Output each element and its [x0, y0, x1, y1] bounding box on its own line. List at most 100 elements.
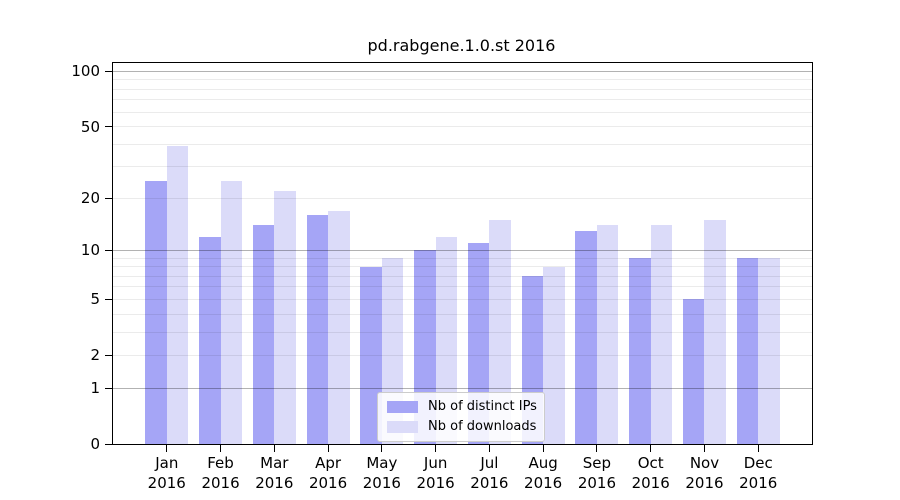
x-tick-month: Feb [207, 454, 234, 472]
x-tick-label-may: May 2016 [350, 453, 414, 493]
gridline-minor-40 [113, 143, 812, 145]
gridline-minor-7 [113, 275, 812, 277]
bar-distinct-ips-feb [199, 236, 221, 444]
x-tick-month: Jan [155, 454, 179, 472]
y-tick-5 [105, 298, 112, 300]
x-tick-month: Oct [637, 454, 664, 472]
gridline-major-1 [113, 387, 812, 389]
gridline-minor-5 [113, 298, 812, 300]
gridline-major-100 [113, 70, 812, 72]
x-tick-label-sep: Sep 2016 [565, 453, 629, 493]
gridline-minor-6 [113, 286, 812, 288]
x-tick-year: 2016 [685, 474, 724, 492]
gridline-minor-50 [113, 126, 812, 128]
x-tick-jun [435, 445, 437, 452]
x-tick-year: 2016 [416, 474, 455, 492]
y-tick-label-10: 10 [80, 241, 100, 260]
bar-distinct-ips-dec [736, 258, 759, 444]
grid-layer [113, 63, 812, 444]
gridline-minor-4 [113, 313, 812, 315]
x-tick-year: 2016 [201, 474, 240, 492]
y-tick-label-2: 2 [90, 346, 100, 365]
bar-distinct-ips-oct [629, 258, 651, 444]
x-tick-aug [542, 445, 544, 452]
x-tick-mar [273, 445, 275, 452]
y-tick-label-0: 0 [90, 435, 100, 453]
chart-title: pd.rabgene.1.0.st 2016 [367, 36, 556, 55]
x-tick-label-dec: Dec 2016 [726, 453, 790, 493]
x-tick-month: Aug [528, 454, 558, 472]
y-tick-100 [105, 70, 112, 72]
bar-downloads-nov [704, 220, 726, 444]
gridline-minor-90 [113, 79, 812, 81]
x-tick-label-aug: Aug 2016 [511, 453, 575, 493]
gridline-minor-30 [113, 166, 812, 168]
x-tick-month: Jul [480, 454, 499, 472]
gridline-minor-20 [113, 197, 812, 199]
gridline-minor-3 [113, 331, 812, 333]
x-tick-month: Sep [582, 454, 612, 472]
bar-downloads-sep [596, 225, 619, 444]
bar-downloads-oct [650, 225, 673, 444]
legend-swatch-downloads [387, 420, 418, 433]
bar-distinct-ips-nov [682, 299, 705, 444]
gridline-minor-80 [113, 88, 812, 90]
x-tick-feb [220, 445, 222, 452]
bar-distinct-ips-sep [575, 230, 597, 444]
gridline-minor-8 [113, 266, 812, 268]
bar-downloads-jul [489, 220, 511, 444]
x-tick-sep [596, 445, 598, 452]
bar-distinct-ips-mar [252, 225, 275, 444]
y-tick-label-1: 1 [90, 379, 100, 398]
bar-distinct-ips-apr [306, 215, 329, 444]
x-tick-year: 2016 [524, 474, 563, 492]
legend-label-distinct-ips: Nb of distinct IPs [428, 399, 537, 414]
x-tick-label-oct: Oct 2016 [619, 453, 683, 493]
x-tick-label-jul: Jul 2016 [457, 453, 521, 493]
x-tick-label-jun: Jun 2016 [404, 453, 468, 493]
x-tick-year: 2016 [362, 474, 401, 492]
bar-downloads-aug [543, 266, 565, 444]
y-tick-50 [105, 126, 112, 128]
bar-downloads-apr [328, 210, 350, 444]
x-tick-month: May [366, 454, 398, 472]
gridline-minor-9 [113, 257, 812, 259]
x-tick-month: Mar [260, 454, 289, 472]
bar-downloads-jan [166, 146, 189, 444]
y-tick-label-50: 50 [80, 117, 100, 136]
bar-downloads-dec [758, 258, 780, 444]
x-tick-year: 2016 [308, 474, 348, 492]
x-tick-nov [703, 445, 705, 452]
gridline-major-10 [113, 249, 812, 251]
gridline-minor-2 [113, 354, 812, 356]
legend-entry-distinct-ips: Nb of distinct IPs [387, 399, 537, 414]
x-tick-jan [166, 445, 168, 452]
x-tick-label-nov: Nov 2016 [672, 453, 736, 493]
bar-downloads-feb [220, 180, 243, 444]
y-tick-20 [105, 197, 112, 199]
x-tick-dec [757, 445, 759, 452]
legend-entry-downloads: Nb of downloads [387, 419, 536, 434]
x-tick-month: Apr [315, 454, 342, 472]
x-tick-year: 2016 [147, 474, 186, 492]
y-tick-10 [105, 249, 112, 251]
plot-area: Nb of distinct IPs Nb of downloads 100 50… [71, 62, 813, 492]
bar-distinct-ips-may [360, 266, 382, 444]
x-tick-apr [327, 445, 329, 452]
x-tick-month: Jun [423, 454, 448, 472]
x-tick-year: 2016 [255, 474, 294, 492]
x-tick-year: 2016 [631, 474, 670, 492]
x-tick-label-jan: Jan 2016 [135, 453, 199, 493]
x-tick-year: 2016 [577, 474, 617, 492]
bar-distinct-ips-jan [145, 180, 167, 444]
x-tick-may [381, 445, 383, 452]
y-tick-label-100: 100 [71, 62, 100, 81]
x-tick-label-apr: Apr 2016 [296, 453, 360, 493]
legend-swatch-distinct-ips [387, 400, 418, 413]
x-tick-year: 2016 [739, 474, 778, 492]
x-tick-jul [488, 445, 490, 452]
gridline-minor-70 [113, 99, 812, 101]
bar-downloads-mar [274, 190, 296, 444]
x-tick-oct [650, 445, 652, 452]
